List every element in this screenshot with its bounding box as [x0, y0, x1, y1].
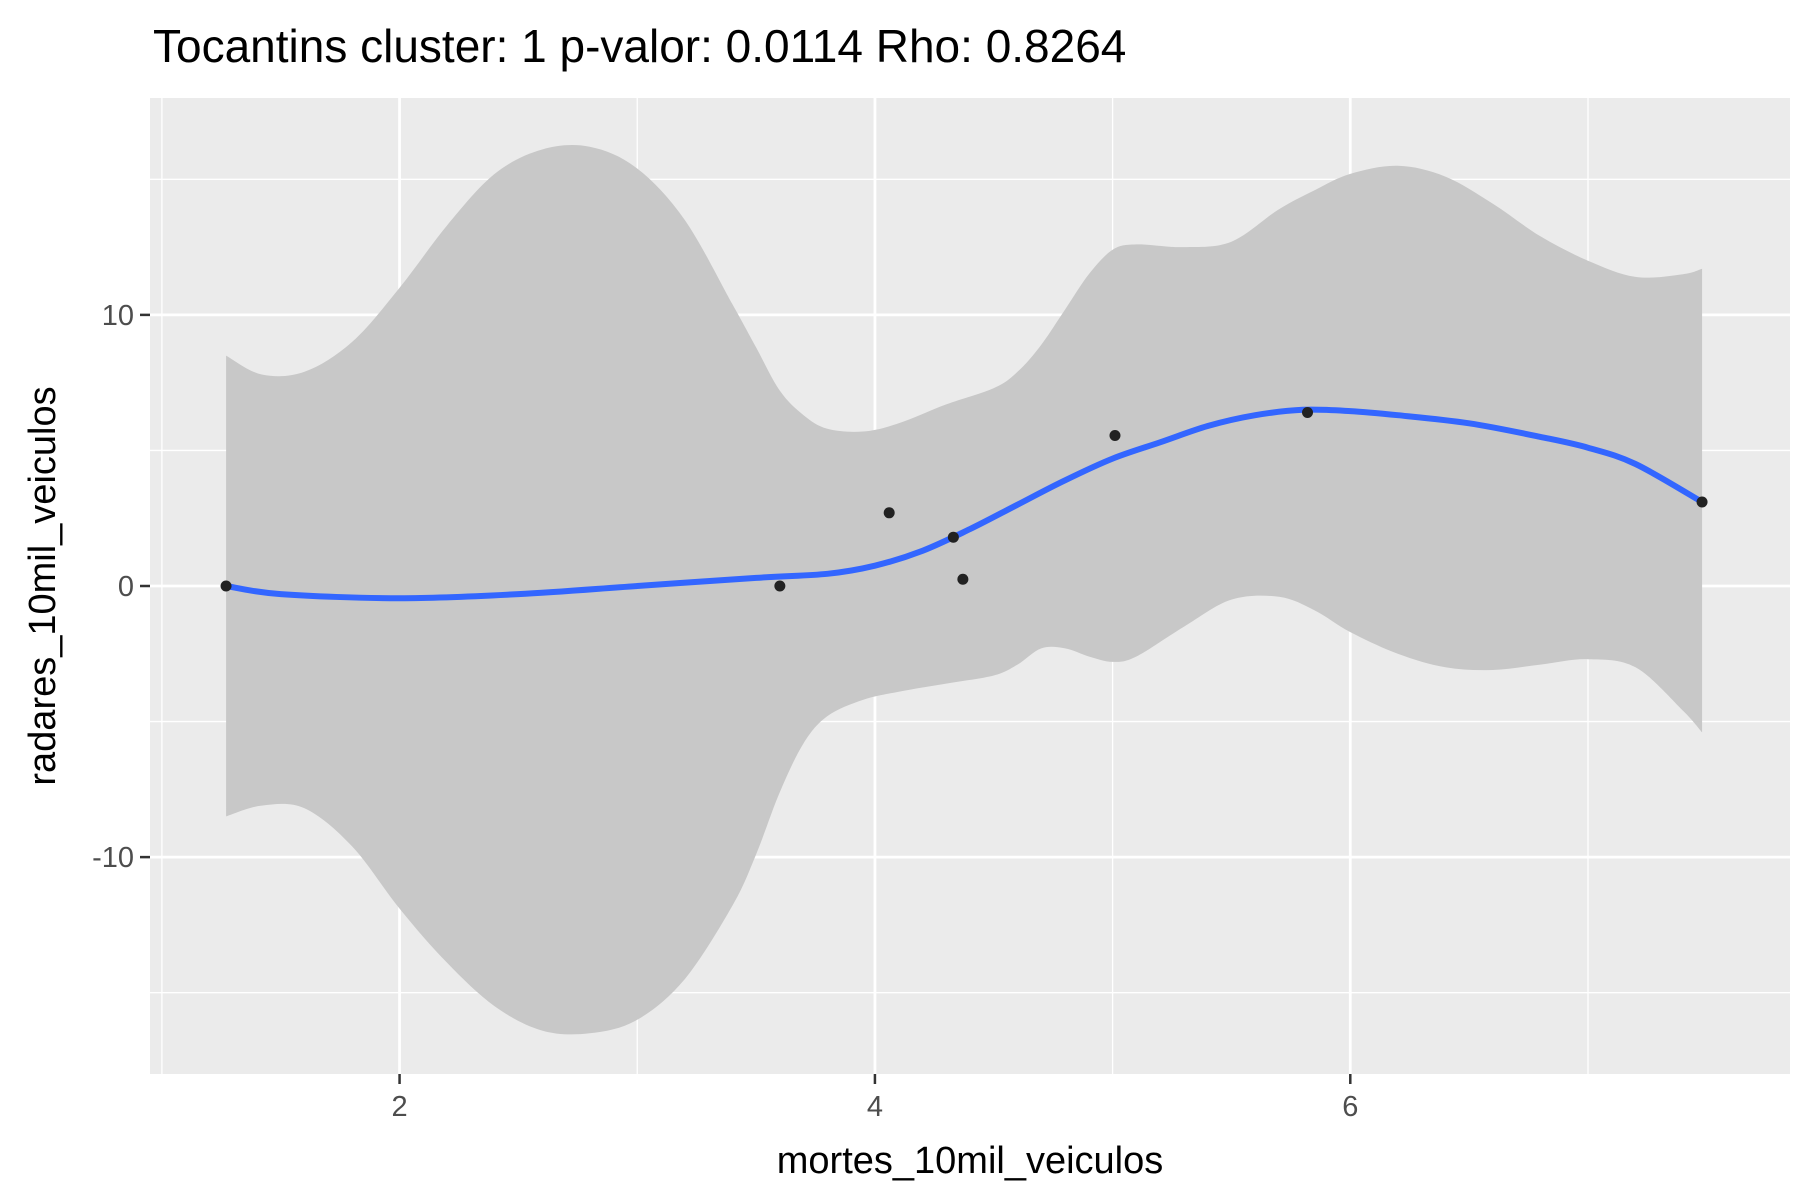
data-point [1696, 496, 1708, 508]
data-point [957, 573, 969, 585]
data-point [774, 580, 786, 592]
y-tick-label: 10 [102, 300, 134, 332]
y-tick-label: 0 [118, 571, 134, 603]
data-point [883, 507, 895, 519]
confidence-ribbon [226, 145, 1703, 1035]
y-axis: -10 0 10 [92, 300, 150, 874]
y-tick-label: -10 [92, 842, 134, 874]
data-point [1109, 430, 1121, 442]
x-axis-title: mortes_10mil_veiculos [777, 1140, 1164, 1182]
x-axis: 2 4 6 [391, 1074, 1358, 1123]
data-point [220, 580, 232, 592]
x-tick-label: 6 [1342, 1091, 1358, 1123]
data-point [947, 531, 959, 543]
data-point [1302, 406, 1314, 418]
chart-title: Tocantins cluster: 1 p-valor: 0.0114 Rho… [153, 20, 1126, 72]
x-tick-label: 2 [391, 1091, 407, 1123]
x-tick-label: 4 [867, 1091, 883, 1123]
y-axis-title: radares_10mil_veiculos [22, 386, 64, 785]
smooth-curve [223, 406, 1706, 602]
data-points [220, 406, 1708, 592]
